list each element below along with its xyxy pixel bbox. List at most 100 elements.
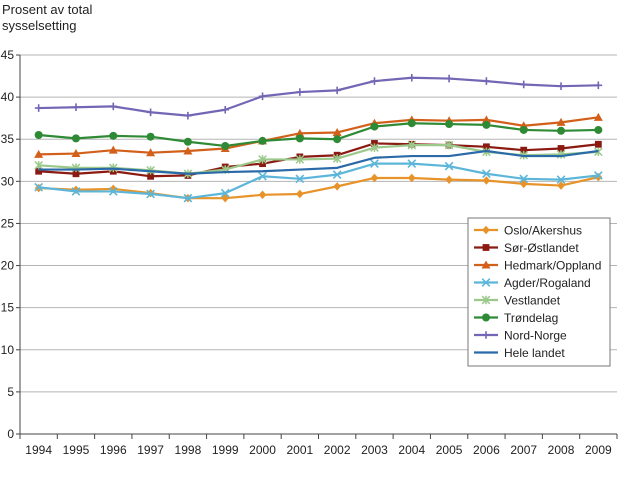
data-point-vestlandet-2005 (444, 140, 454, 150)
x-tick-label-2000: 2000 (249, 443, 276, 457)
series-line-hedmark-oppland (38, 116, 599, 156)
series-tr-ndelag (34, 119, 603, 150)
data-point-hedmark-oppland-1995 (71, 149, 81, 158)
series-line-agder-rogaland (38, 162, 599, 200)
x-tick-label-2008: 2008 (548, 443, 575, 457)
data-point-s-r-stlandet-2009 (594, 140, 602, 148)
data-point-tr-ndelag-1995 (71, 134, 80, 143)
data-point-nord-norge-1995 (72, 103, 80, 112)
data-point-tr-ndelag-2002 (333, 135, 342, 144)
x-tick-label-2002: 2002 (324, 443, 351, 457)
data-point-vestlandet-1994 (34, 161, 43, 170)
legend-marker-hedmark-oppland (481, 260, 491, 269)
data-point-oslo-akershus-2004 (407, 173, 416, 183)
data-point-hedmark-oppland-1997 (146, 148, 156, 157)
data-point-agder-rogaland-2007 (519, 174, 529, 184)
series-nord-norge (34, 73, 603, 120)
data-point-oslo-akershus-2005 (445, 175, 453, 184)
x-tick-label-2004: 2004 (398, 443, 425, 457)
data-point-hedmark-oppland-1994 (34, 149, 44, 158)
y-tick-label-0: 0 (7, 427, 14, 441)
x-tick-label-2001: 2001 (286, 443, 313, 457)
series-line-tr-ndelag (38, 122, 599, 148)
x-tick-label-1996: 1996 (100, 443, 127, 457)
data-point-tr-ndelag-1994 (34, 131, 43, 140)
y-tick-label-35: 35 (1, 132, 15, 146)
data-point-agder-rogaland-2008 (556, 175, 566, 185)
data-point-nord-norge-2008 (557, 82, 565, 90)
x-tick-label-2003: 2003 (361, 443, 388, 457)
data-point-oslo-akershus-2006 (482, 176, 491, 185)
series-hele-landet (38, 149, 599, 175)
x-tick-label-1997: 1997 (137, 443, 164, 457)
data-point-nord-norge-1999 (221, 105, 230, 114)
data-point-tr-ndelag-1997 (146, 132, 155, 141)
data-point-oslo-akershus-2007 (519, 179, 528, 189)
x-tick-label-1999: 1999 (212, 443, 239, 457)
data-point-tr-ndelag-2000 (258, 136, 267, 145)
legend-label-nord-norge: Nord-Norge (504, 329, 567, 343)
data-point-agder-rogaland-1996 (108, 187, 118, 196)
data-point-agder-rogaland-2009 (593, 171, 603, 180)
data-point-agder-rogaland-1995 (71, 187, 81, 196)
x-tick-label-2009: 2009 (585, 443, 612, 457)
data-point-s-r-stlandet-1995 (72, 170, 80, 178)
x-tick-label-1998: 1998 (175, 443, 202, 457)
y-tick-label-40: 40 (1, 90, 15, 104)
y-tick-label-10: 10 (1, 343, 15, 357)
data-point-tr-ndelag-2007 (519, 125, 528, 134)
data-point-s-r-stlandet-1997 (147, 172, 154, 180)
legend-marker-agder-rogaland (481, 278, 491, 287)
data-point-vestlandet-2003 (370, 143, 379, 152)
data-point-s-r-stlandet-1994 (35, 167, 43, 175)
data-point-tr-ndelag-2003 (370, 122, 379, 131)
y-tick-label-5: 5 (7, 385, 14, 399)
data-point-nord-norge-1997 (146, 108, 155, 117)
x-tick-label-2005: 2005 (436, 443, 463, 457)
data-point-agder-rogaland-1998 (183, 193, 193, 203)
data-point-nord-norge-2003 (370, 77, 379, 85)
data-point-tr-ndelag-2004 (407, 119, 416, 128)
data-point-nord-norge-2007 (519, 80, 528, 89)
data-point-nord-norge-2001 (296, 88, 304, 96)
data-point-hedmark-oppland-1996 (108, 145, 118, 154)
data-point-agder-rogaland-1999 (220, 188, 230, 198)
series-line-hele-landet (38, 149, 599, 175)
y-tick-label-30: 30 (1, 174, 15, 188)
legend-label-s-r-stlandet: Sør-Østlandet (504, 241, 579, 255)
y-axis-label-line-2: sysselsetting (2, 18, 77, 33)
data-point-hedmark-oppland-2006 (481, 115, 491, 124)
data-point-hedmark-oppland-2001 (295, 128, 305, 137)
legend-label-oslo-akershus: Oslo/Akershus (504, 224, 582, 238)
x-tick-label-1994: 1994 (25, 443, 52, 457)
legend-label-tr-ndelag: Trøndelag (504, 311, 558, 325)
data-point-agder-rogaland-2005 (444, 161, 454, 171)
data-point-tr-ndelag-2001 (295, 134, 304, 143)
legend-marker-vestlandet (481, 295, 491, 305)
data-point-agder-rogaland-2001 (295, 174, 305, 184)
data-point-tr-ndelag-2006 (482, 120, 491, 129)
data-point-oslo-akershus-2003 (370, 173, 379, 183)
data-point-tr-ndelag-1999 (221, 141, 230, 150)
data-point-tr-ndelag-2008 (557, 126, 566, 135)
y-tick-label-25: 25 (1, 216, 15, 230)
data-point-agder-rogaland-2003 (370, 159, 379, 169)
data-point-s-r-stlandet-2008 (557, 145, 565, 152)
data-point-hedmark-oppland-2002 (332, 127, 342, 136)
data-point-agder-rogaland-2006 (482, 169, 491, 179)
data-point-oslo-akershus-2002 (333, 182, 341, 191)
data-point-s-r-stlandet-2007 (520, 146, 528, 154)
y-tick-label-45: 45 (1, 48, 15, 62)
data-point-agder-rogaland-1994 (34, 182, 44, 192)
data-point-nord-norge-1996 (109, 102, 118, 111)
data-point-vestlandet-2004 (407, 140, 417, 150)
data-point-hedmark-oppland-2008 (556, 117, 566, 126)
legend-label-agder-rogaland: Agder/Rogaland (504, 276, 591, 290)
data-point-oslo-akershus-2009 (594, 172, 603, 182)
legend-label-hele-landet: Hele landet (504, 346, 565, 360)
data-point-vestlandet-2001 (295, 155, 305, 164)
data-point-agder-rogaland-1997 (146, 189, 155, 199)
data-point-agder-rogaland-2000 (258, 171, 267, 181)
legend-label-hedmark-oppland: Hedmark/Oppland (504, 259, 601, 273)
